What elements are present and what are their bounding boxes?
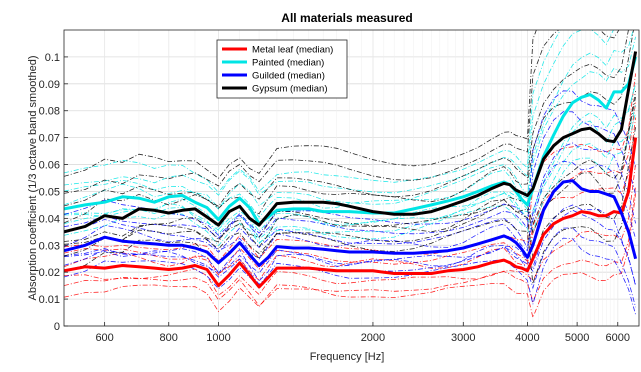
x-tick-label: 5000 [565,332,589,344]
measurement-curve [64,96,636,248]
median-series [64,51,638,289]
y-tick-label: 0.06 [39,160,60,172]
y-tick-label: 0.01 [39,294,60,306]
measurement-curve [64,30,620,194]
y-tick-label: 0.03 [39,240,60,252]
legend-label: Gypsum (median) [252,84,328,95]
y-tick-label: 0.05 [39,186,60,198]
legend-label: Painted (median) [252,58,324,69]
measurement-curve [64,160,636,260]
measurement-curve [64,193,636,319]
legend-label: Guilded (median) [252,71,325,82]
y-tick-label: 0.08 [39,106,60,118]
x-tick-label: 4000 [515,332,539,344]
measurement-curve [64,237,636,315]
measurement-curve [64,30,537,179]
x-tick-label: 3000 [451,332,475,344]
measurement-curve [64,30,614,196]
x-tick-label: 800 [160,332,178,344]
measurement-curve [64,30,561,193]
x-tick-label: 6000 [606,332,630,344]
measurement-curve [64,227,636,308]
y-tick-label: 0.1 [45,52,60,64]
measurement-curve [64,84,636,240]
axis-ticks: 0 0.01 0.02 0.03 0.04 0.05 0.06 0.07 0.08 0.09 0.1… [39,52,630,344]
measurement-curve [64,186,636,307]
measurement-curve [64,90,636,236]
measurement-curve [64,90,636,242]
individual-measurement-curves [64,30,636,319]
series-line [64,179,638,267]
x-tick-label: 1000 [206,332,230,344]
measurement-curve [64,127,636,259]
chart-title: All materials measured [281,11,412,25]
y-tick-label: 0 [54,321,60,333]
x-tick-label: 600 [95,332,113,344]
measurement-curve [64,30,629,207]
legend-label: Metal leaf (median) [252,45,333,56]
y-tick-label: 0.09 [39,79,60,91]
y-tick-label: 0.04 [39,213,60,225]
measurement-curve [64,30,634,224]
y-tick-label: 0.07 [39,133,60,145]
measurement-curve [64,111,636,239]
measurement-curve [64,142,636,253]
measurement-curve [64,163,636,296]
y-tick-label: 0.02 [39,267,60,279]
measurement-curve [64,30,634,210]
measurement-curve [64,204,636,285]
series-line [64,137,638,289]
y-axis-label: Absorption coefficient (1/3 octave band … [27,55,39,300]
measurement-curve [64,105,636,244]
plot-frame [63,29,640,327]
x-tick-label: 2000 [361,332,385,344]
measurement-curve [64,209,636,287]
legend: Metal leaf (median) Painted (median) Guild… [216,39,348,99]
measurement-curve [64,117,636,282]
measurement-curve [64,36,636,218]
series-line [64,56,638,226]
grid-lines [64,30,639,327]
measurement-curve [64,143,636,284]
series-line [64,51,638,234]
x-axis-label: Frequency [Hz] [310,351,385,363]
